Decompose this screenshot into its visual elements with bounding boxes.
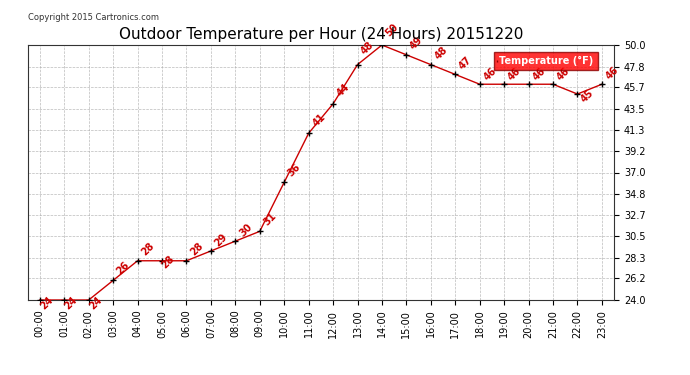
Text: Copyright 2015 Cartronics.com: Copyright 2015 Cartronics.com bbox=[28, 13, 159, 22]
Text: 24: 24 bbox=[39, 295, 55, 312]
Text: 29: 29 bbox=[213, 231, 230, 248]
Text: 45: 45 bbox=[580, 88, 596, 105]
Text: 48: 48 bbox=[359, 40, 376, 57]
Text: 48: 48 bbox=[433, 45, 449, 62]
Text: 24: 24 bbox=[63, 295, 79, 312]
Text: 46: 46 bbox=[604, 64, 620, 81]
Legend: Temperature (°F): Temperature (°F) bbox=[493, 53, 598, 70]
Text: 50: 50 bbox=[384, 21, 400, 38]
Text: 46: 46 bbox=[506, 66, 523, 82]
Text: 47: 47 bbox=[457, 55, 474, 72]
Text: 36: 36 bbox=[286, 162, 303, 178]
Text: 31: 31 bbox=[262, 211, 278, 227]
Text: 46: 46 bbox=[531, 66, 547, 82]
Text: 28: 28 bbox=[159, 254, 176, 271]
Text: 30: 30 bbox=[237, 222, 254, 238]
Text: 28: 28 bbox=[188, 241, 205, 258]
Text: 41: 41 bbox=[310, 112, 327, 128]
Text: 49: 49 bbox=[408, 35, 425, 52]
Text: 24: 24 bbox=[88, 295, 104, 312]
Text: 46: 46 bbox=[555, 66, 571, 82]
Text: 46: 46 bbox=[482, 66, 498, 82]
Text: 28: 28 bbox=[139, 241, 156, 258]
Title: Outdoor Temperature per Hour (24 Hours) 20151220: Outdoor Temperature per Hour (24 Hours) … bbox=[119, 27, 523, 42]
Text: 44: 44 bbox=[335, 81, 352, 98]
Text: 26: 26 bbox=[115, 260, 132, 276]
